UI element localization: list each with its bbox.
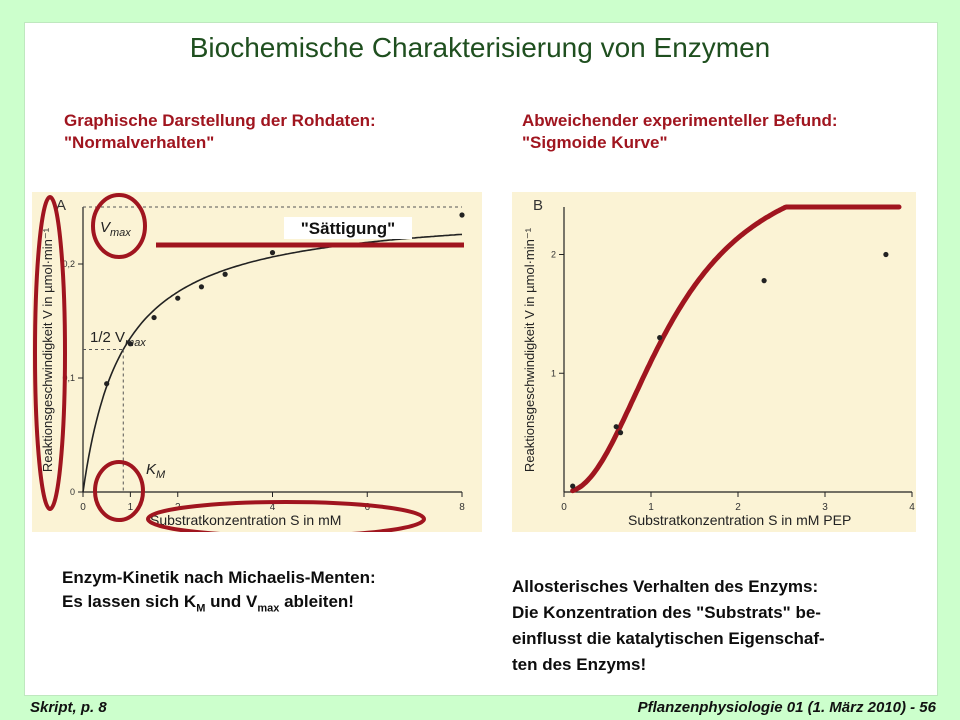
half-label-sub: max bbox=[125, 337, 146, 349]
y-axis-highlight-ellipse bbox=[33, 195, 67, 511]
left-heading: Graphische Darstellung der Rohdaten: "No… bbox=[64, 110, 376, 154]
panel-a-km-label: KM bbox=[146, 461, 166, 481]
caption-line2-mid: und V bbox=[205, 592, 258, 611]
panel-a-data-point bbox=[222, 271, 228, 277]
panel-b-data-point bbox=[883, 251, 889, 258]
panel-b-data-point bbox=[761, 278, 767, 284]
vmax-label-sub: max bbox=[110, 227, 131, 239]
left-caption-line1: Enzym-Kinetik nach Michaelis-Menten: bbox=[62, 568, 376, 587]
panel-a-data-point bbox=[459, 212, 465, 218]
right-caption-line4: ten des Enzyms! bbox=[512, 655, 647, 674]
panel-b-data-point bbox=[657, 335, 663, 341]
panel-a-y-tick-label: 0,1 bbox=[62, 373, 75, 383]
panel-b-y-label: Reaktionsgeschwindigkeit V in µmol·min⁻¹ bbox=[522, 227, 537, 472]
panel-b-x-tick-label: 4 bbox=[909, 502, 915, 513]
panel-b-x-tick-label: 0 bbox=[561, 502, 567, 513]
right-caption-line2: Die Konzentration des "Substrats" be- bbox=[512, 603, 821, 622]
panel-a-x-tick-label: 6 bbox=[364, 502, 370, 513]
right-caption-line1: Allosterisches Verhalten des Enzyms: bbox=[512, 577, 819, 596]
saturation-label-box bbox=[284, 217, 412, 239]
panel-b-x-label: Substratkonzentration S in mM PEP bbox=[628, 512, 851, 528]
panel-b-points bbox=[570, 251, 889, 489]
slide-title: Biochemische Charakterisierung von Enzym… bbox=[189, 32, 771, 63]
panel-a-y-label: Reaktionsgeschwindigkeit V in µmol·min⁻¹ bbox=[40, 227, 55, 472]
panel-a-michaelis-curve bbox=[82, 233, 463, 493]
panel-b-data-point bbox=[617, 430, 624, 436]
panel-b-x-ticks: 0 1 2 3 4 bbox=[561, 492, 915, 513]
vmax-highlight-circle bbox=[91, 193, 147, 259]
panel-a-data-point bbox=[175, 295, 181, 301]
panel-a-y-tick-label: 0 bbox=[70, 487, 75, 497]
footer-source: Skript, p. 8 bbox=[30, 699, 107, 716]
right-heading-line1: Abweichender experimenteller Befund: bbox=[522, 111, 838, 130]
panel-a-data-point bbox=[269, 250, 276, 256]
panel-a-data-point bbox=[151, 314, 157, 321]
panel-a-x-tick-label: 0 bbox=[80, 502, 86, 513]
km-label-main: K bbox=[146, 461, 157, 478]
left-heading-line1: Graphische Darstellung der Rohdaten: bbox=[64, 111, 376, 130]
half-label-main: 1/2 V bbox=[90, 329, 125, 346]
left-caption-line2: Es lassen sich KM und Vmax ableiten! bbox=[62, 590, 376, 620]
caption-vmax-sub: max bbox=[257, 602, 280, 615]
saturation-label: "Sättigung" bbox=[301, 219, 396, 238]
panel-a-x-tick-label: 1 bbox=[128, 502, 134, 513]
panel-b-data-point bbox=[613, 424, 619, 430]
panel-b-x-tick-label: 3 bbox=[822, 502, 828, 513]
panel-a-letter: A bbox=[56, 197, 66, 214]
panel-a-y-tick-label: 0,2 bbox=[62, 259, 75, 269]
panel-b-data-point bbox=[570, 483, 576, 489]
panel-a-x-tick-label: 4 bbox=[270, 502, 276, 513]
right-heading: Abweichender experimenteller Befund: "Si… bbox=[522, 110, 838, 154]
scan-background bbox=[32, 192, 916, 532]
panel-b-sigmoid-curve bbox=[570, 204, 902, 494]
caption-line2-post: ableiten! bbox=[279, 592, 354, 611]
caption-km-sub: M bbox=[196, 602, 206, 615]
panel-a-data-point bbox=[104, 381, 110, 387]
panel-a-y-ticks: 0 0,1 0,2 bbox=[62, 259, 83, 497]
x-axis-highlight-ellipse bbox=[146, 500, 426, 532]
panel-b-y-tick-label: 2 bbox=[551, 250, 556, 260]
panel-gap bbox=[482, 192, 512, 532]
figure-panels: A Reaktionsgeschwindigkeit V in µmol·min… bbox=[32, 192, 916, 532]
panel-b-x-tick-label: 2 bbox=[735, 502, 741, 513]
panel-a-data-point bbox=[127, 341, 133, 347]
panel-b-y-tick-label: 1 bbox=[551, 368, 556, 378]
panel-a-half-vmax-label: 1/2 Vmax bbox=[90, 329, 146, 349]
panel-b-y-ticks: 12 bbox=[551, 250, 564, 378]
caption-line2-pre: Es lassen sich K bbox=[62, 592, 197, 611]
vmax-label-main: V bbox=[100, 219, 112, 236]
right-caption: Allosterisches Verhalten des Enzyms: Die… bbox=[512, 574, 825, 678]
panel-a-chart: A Reaktionsgeschwindigkeit V in µmol·min… bbox=[33, 193, 465, 532]
panel-a-x-tick-label: 8 bbox=[459, 502, 465, 513]
panel-a-vmax-label: Vmax bbox=[100, 219, 131, 239]
km-highlight-circle bbox=[93, 460, 145, 522]
panel-b-chart: B Reaktionsgeschwindigkeit V in µmol·min… bbox=[522, 197, 915, 528]
km-label-sub: M bbox=[156, 469, 166, 481]
panel-b-letter: B bbox=[533, 197, 543, 214]
right-heading-line2: "Sigmoide Kurve" bbox=[522, 133, 668, 152]
panel-a-x-label: Substratkonzentration S in mM bbox=[150, 512, 341, 528]
panel-b-x-tick-label: 1 bbox=[648, 502, 654, 513]
footer-slide-info: Pflanzenphysiologie 01 (1. März 2010) - … bbox=[637, 699, 936, 716]
right-caption-line3: einflusst die katalytischen Eigenschaf- bbox=[512, 629, 825, 648]
left-caption: Enzym-Kinetik nach Michaelis-Menten: Es … bbox=[62, 566, 376, 620]
panel-a-data-point bbox=[198, 284, 205, 290]
left-heading-line2: "Normalverhalten" bbox=[64, 133, 215, 152]
